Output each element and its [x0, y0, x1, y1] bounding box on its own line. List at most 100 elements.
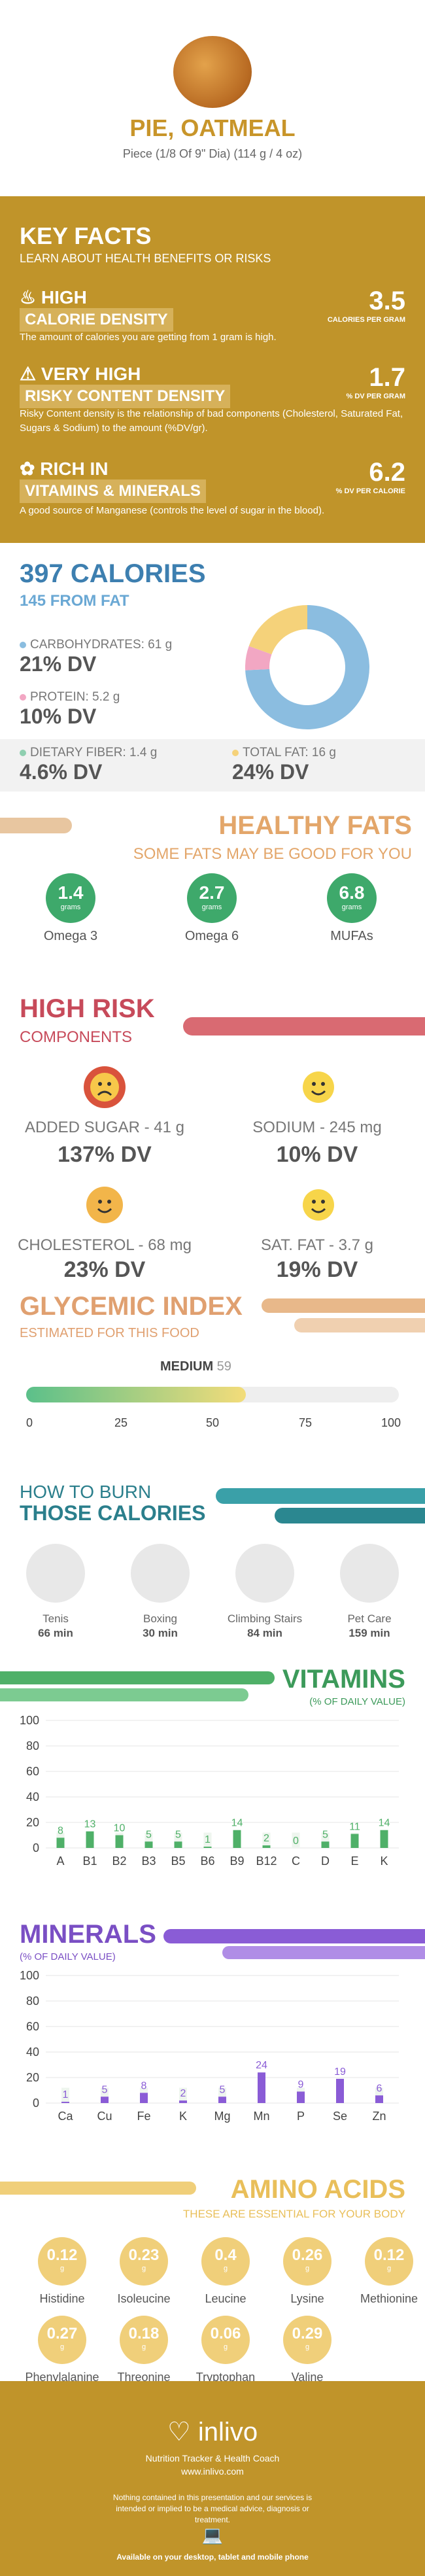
amino-value: 0.06 — [210, 2325, 241, 2342]
glycemic-value: 59 — [216, 1359, 231, 1374]
leaf-icon: ✿ — [20, 459, 35, 479]
x-tick-label: Ca — [58, 2110, 73, 2123]
glycemic-section: GLYCEMIC INDEX ESTIMATED FOR THIS FOOD M… — [0, 1292, 425, 1442]
heart-icon: ♡ — [167, 2418, 191, 2446]
bar-value-label: 5 — [322, 1829, 328, 1840]
macro-dv: 4.6% DV — [20, 760, 103, 784]
healthy-fats-section: HEALTHY FATS SOME FATS MAY BE GOOD FOR Y… — [0, 805, 425, 994]
fact-badge: RISKY CONTENT DENSITY — [20, 385, 231, 408]
serving-size: Piece (1/8 Of 9" Dia) (114 g / 4 oz) — [122, 147, 303, 160]
gi-tick: 25 — [114, 1416, 128, 1429]
legend-dot — [20, 642, 26, 648]
y-tick-label: 0 — [33, 2097, 39, 2110]
amino-label: Phenylalanine — [25, 2371, 99, 2384]
amino-unit: g — [223, 2343, 228, 2351]
pet-icon — [340, 1544, 399, 1603]
available-text: Available on your desktop, tablet and mo… — [116, 2552, 309, 2562]
fat-value: 1.4 — [58, 882, 84, 903]
calories-title: 397 CALORIES — [20, 559, 206, 588]
happy-face-icon — [298, 1184, 339, 1226]
bar-mg — [218, 2097, 226, 2103]
risk-label: ADDED SUGAR - 41 g — [24, 1119, 185, 1136]
x-tick-label: B5 — [171, 1854, 185, 1868]
macro-protein: PROTEIN: 5.2 g 10% DV — [20, 690, 120, 729]
gi-tick: 100 — [381, 1416, 401, 1429]
legend-dot — [20, 694, 26, 701]
macro-dv: 24% DV — [232, 760, 309, 784]
decor-stripe — [183, 1017, 425, 1036]
macro-dv: 10% DV — [20, 705, 97, 728]
bar-b6 — [203, 1847, 212, 1848]
x-tick-label: Cu — [97, 2110, 112, 2123]
macro-dv: 21% DV — [20, 652, 97, 676]
x-tick-label: Se — [333, 2110, 347, 2123]
bar-bg — [292, 1832, 300, 1848]
fact-unit: % DV PER CALORIE — [335, 487, 405, 495]
fact-level: RICH IN — [40, 459, 109, 479]
calories-section: 397 CALORIES 145 FROM FAT CARBOHYDRATES:… — [0, 543, 425, 805]
risk-title: HIGH RISK — [20, 994, 155, 1023]
amino-circle: 0.29 g — [283, 2316, 332, 2364]
x-tick-label: B3 — [141, 1854, 156, 1868]
decor-stripe — [0, 1688, 248, 1701]
key-facts-title: KEY FACTS — [20, 222, 152, 249]
macro-label: DIETARY FIBER: 1.4 g — [30, 746, 158, 759]
high-risk-section: HIGH RISK COMPONENTS ADDED SUGAR - 41 g … — [0, 988, 425, 1282]
y-tick-label: 20 — [26, 1816, 39, 1829]
risk-dv: 23% DV — [63, 1257, 146, 1282]
risk-label: CHOLESTEROL - 68 mg — [18, 1236, 192, 1254]
disclaimer: Nothing contained in this presentation a… — [112, 2493, 313, 2524]
bar-value-label: 14 — [379, 1818, 390, 1829]
amino-unit: g — [141, 2265, 146, 2272]
fat-circle-omega3: 1.4 grams — [46, 873, 95, 923]
x-tick-label: B12 — [256, 1854, 277, 1868]
bar-value-label: 5 — [175, 1829, 181, 1840]
decor-stripe — [275, 1508, 425, 1523]
burn-title-bottom: THOSE CALORIES — [20, 1501, 206, 1525]
calories-subtitle: 145 FROM FAT — [20, 592, 129, 610]
fact-calorie-density: ♨ HIGH CALORIE DENSITY — [20, 287, 173, 332]
happy-face-icon — [298, 1066, 339, 1108]
y-tick-label: 100 — [20, 1969, 39, 1982]
amino-unit: g — [141, 2343, 146, 2351]
x-tick-label: A — [56, 1854, 64, 1868]
gi-tick: 0 — [26, 1416, 33, 1429]
bar-b1 — [86, 1831, 94, 1848]
macro-label: PROTEIN: 5.2 g — [30, 690, 120, 704]
amino-circle: 0.4 g — [201, 2237, 250, 2286]
amino-value: 0.18 — [128, 2325, 160, 2342]
amino-circle: 0.06 g — [201, 2316, 250, 2364]
bar-b3 — [144, 1841, 153, 1848]
happy-face-icon — [84, 1184, 126, 1226]
bar-value-label: 5 — [102, 2084, 108, 2095]
decor-stripe — [216, 1488, 425, 1504]
bar-a — [56, 1837, 65, 1848]
fat-circle-omega6: 2.7 grams — [187, 873, 237, 923]
amino-label: Valine — [291, 2371, 324, 2384]
y-tick-label: 60 — [26, 2020, 39, 2033]
y-tick-label: 0 — [33, 1841, 39, 1854]
y-tick-label: 20 — [26, 2071, 39, 2084]
bar-value-label: 9 — [298, 2079, 304, 2090]
amino-section: AMINO ACIDS THESE ARE ESSENTIAL FOR YOUR… — [0, 2175, 425, 2384]
bar-k — [380, 1830, 388, 1848]
decor-stripe — [294, 1318, 425, 1332]
amino-circle: 0.26 g — [283, 2237, 332, 2286]
macro-donut-chart — [245, 605, 369, 729]
bar-ca — [61, 2102, 69, 2103]
bar-value-label: 2 — [264, 1833, 269, 1844]
decor-stripe — [0, 2182, 196, 2195]
bar-value-label: 8 — [58, 1825, 63, 1836]
fat-unit: grams — [341, 903, 362, 911]
amino-circle: 0.23 g — [120, 2237, 168, 2286]
website-link[interactable]: www.inlivo.com — [181, 2466, 244, 2477]
bar-value-label: 10 — [114, 1823, 126, 1834]
glycemic-level: MEDIUM — [160, 1359, 214, 1374]
boxing-icon — [131, 1544, 190, 1603]
risk-dv: 19% DV — [276, 1257, 358, 1282]
minerals-section: MINERALS (% OF DAILY VALUE) 0 20 40 60 80 100… — [0, 1920, 425, 2142]
fact-level: VERY HIGH — [41, 364, 141, 384]
key-facts-section: KEY FACTS LEARN ABOUT HEALTH BENEFITS OR… — [0, 196, 425, 543]
burn-title-top: HOW TO BURN — [20, 1482, 152, 1502]
vitamins-section: VITAMINS (% OF DAILY VALUE) 0 20 40 60 80 100… — [0, 1665, 425, 1887]
